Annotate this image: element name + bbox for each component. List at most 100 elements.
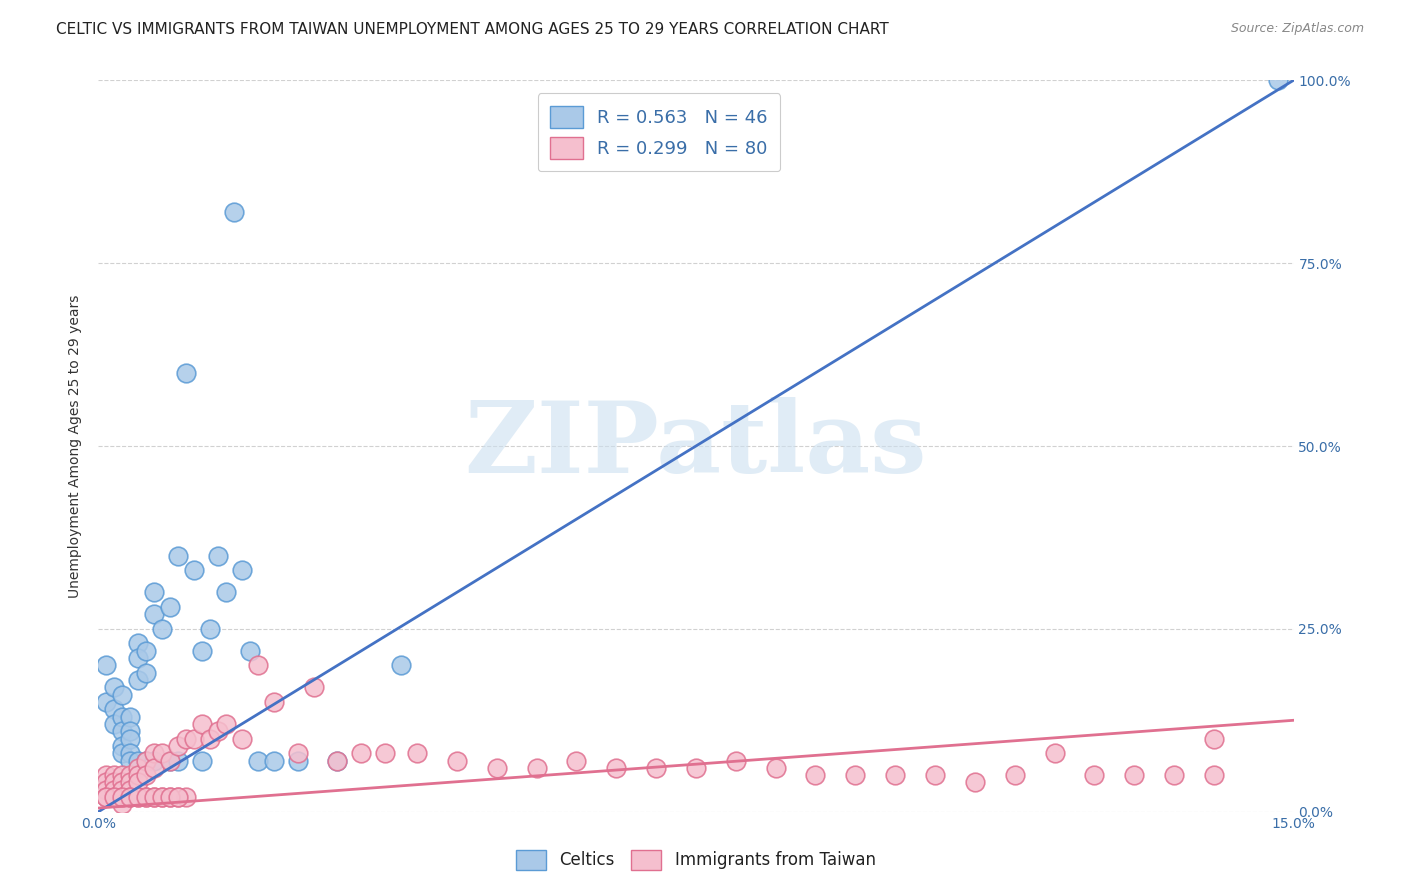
Point — [111, 797, 134, 812]
Point — [1202, 731, 1225, 746]
Point — [103, 717, 125, 731]
Point — [191, 717, 214, 731]
Point — [111, 782, 134, 797]
Point — [645, 761, 668, 775]
Point — [111, 739, 134, 753]
Point — [263, 695, 285, 709]
Point — [1004, 768, 1026, 782]
Point — [120, 746, 142, 760]
Point — [120, 775, 142, 789]
Point — [222, 205, 245, 219]
Point — [143, 790, 166, 805]
Point — [446, 754, 468, 768]
Point — [207, 724, 229, 739]
Point — [120, 709, 142, 723]
Point — [120, 782, 142, 797]
Point — [111, 768, 134, 782]
Point — [111, 746, 134, 760]
Point — [135, 665, 157, 680]
Point — [159, 790, 181, 805]
Point — [120, 724, 142, 739]
Point — [96, 790, 118, 805]
Point — [143, 746, 166, 760]
Point — [150, 622, 173, 636]
Point — [120, 790, 142, 805]
Point — [135, 754, 157, 768]
Point — [159, 599, 181, 614]
Point — [326, 754, 349, 768]
Legend: Celtics, Immigrants from Taiwan: Celtics, Immigrants from Taiwan — [509, 843, 883, 877]
Point — [103, 768, 125, 782]
Point — [127, 754, 149, 768]
Point — [111, 790, 134, 805]
Point — [724, 754, 747, 768]
Point — [1083, 768, 1105, 782]
Point — [111, 709, 134, 723]
Point — [103, 681, 125, 695]
Point — [963, 775, 986, 789]
Point — [120, 790, 142, 805]
Y-axis label: Unemployment Among Ages 25 to 29 years: Unemployment Among Ages 25 to 29 years — [69, 294, 83, 598]
Point — [120, 731, 142, 746]
Point — [389, 658, 412, 673]
Point — [103, 775, 125, 789]
Point — [174, 790, 197, 805]
Point — [143, 790, 166, 805]
Point — [96, 782, 118, 797]
Point — [526, 761, 548, 775]
Point — [183, 731, 205, 746]
Point — [350, 746, 373, 760]
Point — [127, 673, 149, 687]
Point — [207, 549, 229, 563]
Point — [231, 563, 253, 577]
Point — [159, 754, 181, 768]
Point — [159, 790, 181, 805]
Point — [215, 585, 238, 599]
Point — [127, 790, 149, 805]
Point — [167, 790, 190, 805]
Point — [765, 761, 787, 775]
Point — [685, 761, 707, 775]
Point — [96, 768, 118, 782]
Point — [167, 790, 190, 805]
Point — [150, 746, 173, 760]
Point — [191, 644, 214, 658]
Point — [111, 688, 134, 702]
Point — [127, 651, 149, 665]
Point — [127, 768, 149, 782]
Point — [844, 768, 866, 782]
Point — [239, 644, 262, 658]
Point — [174, 731, 197, 746]
Point — [167, 739, 190, 753]
Point — [326, 754, 349, 768]
Point — [1043, 746, 1066, 760]
Point — [263, 754, 285, 768]
Point — [111, 790, 134, 805]
Point — [1202, 768, 1225, 782]
Point — [96, 790, 118, 805]
Point — [246, 658, 269, 673]
Point — [804, 768, 827, 782]
Point — [143, 754, 166, 768]
Text: ZIPatlas: ZIPatlas — [465, 398, 927, 494]
Point — [96, 658, 118, 673]
Point — [96, 695, 118, 709]
Point — [485, 761, 508, 775]
Point — [191, 754, 214, 768]
Point — [231, 731, 253, 746]
Point — [884, 768, 907, 782]
Point — [143, 761, 166, 775]
Point — [103, 790, 125, 805]
Point — [406, 746, 429, 760]
Point — [111, 775, 134, 789]
Point — [1163, 768, 1185, 782]
Point — [103, 790, 125, 805]
Point — [111, 724, 134, 739]
Point — [127, 775, 149, 789]
Point — [150, 790, 173, 805]
Point — [143, 607, 166, 622]
Point — [374, 746, 396, 760]
Point — [127, 790, 149, 805]
Point — [287, 746, 309, 760]
Point — [96, 775, 118, 789]
